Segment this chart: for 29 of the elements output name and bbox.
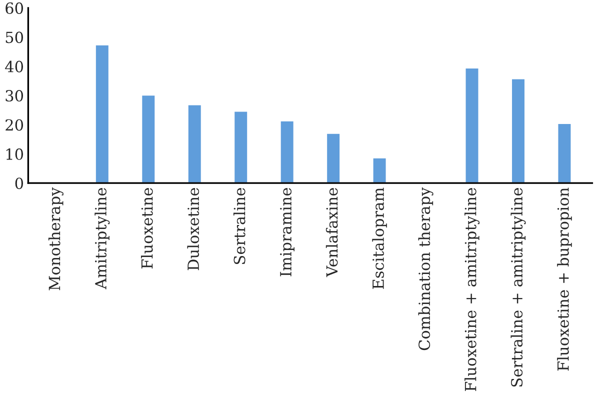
x-tick-label: Imipramine (280, 188, 294, 276)
y-tick-label: 50 (6, 32, 24, 44)
bar (233, 110, 248, 184)
bar (186, 104, 202, 184)
bar (94, 44, 110, 184)
y-tick-label: 60 (6, 2, 24, 14)
x-tick-label: Amitriptyline (94, 188, 110, 290)
bar (140, 94, 156, 184)
bar (279, 120, 295, 184)
x-tick-label: Escitalopram (372, 188, 387, 289)
x-tick-label: Combination therapy (418, 187, 434, 350)
bar (464, 67, 480, 184)
x-tick-label: Sertraline (233, 188, 246, 264)
bar (556, 122, 572, 184)
x-tick-label: Duloxetine (187, 188, 200, 270)
x-tick-label: Fluoxetine + amitriptyline (464, 188, 480, 392)
x-tick-label: Monotherapy (48, 187, 64, 290)
y-tick-label: 30 (6, 90, 24, 102)
y-tick-label: 0 (15, 178, 24, 190)
x-tick-label: Sertraline + amitriptyline (510, 188, 526, 387)
x-tick-label: Fluoxetine (141, 188, 153, 269)
bar (510, 78, 526, 184)
y-tick-label: 10 (6, 148, 24, 160)
x-tick-label: Fluoxetine + bupropion (557, 188, 572, 371)
bar (326, 132, 341, 184)
y-tick-label: 20 (6, 119, 24, 131)
y-tick-label: 40 (5, 60, 24, 72)
bar (372, 157, 388, 184)
x-tick-label: Venlafaxine (326, 188, 338, 278)
